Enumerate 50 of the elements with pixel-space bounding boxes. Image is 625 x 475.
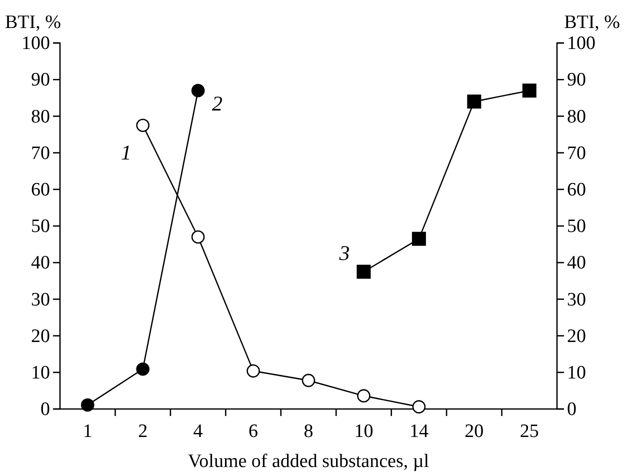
point <box>80 398 94 412</box>
y2-axis-title: BTI, % <box>564 12 620 33</box>
x-axis-title: Volume of added substances, µl <box>188 451 430 472</box>
point <box>357 389 370 402</box>
point <box>412 400 426 414</box>
y2-tick-label: 30 <box>567 289 586 310</box>
y2-tick-label: 60 <box>567 179 586 200</box>
x-tick-label: 6 <box>248 421 258 442</box>
y2-tick-label: 90 <box>567 70 586 91</box>
x-tick-label: 4 <box>193 421 204 442</box>
y2-tick-label: 70 <box>567 142 586 164</box>
x-tick-label: 1 <box>82 421 92 442</box>
x-tick-label: 14 <box>409 421 429 442</box>
y-tick-label: 30 <box>31 289 50 310</box>
y-tick-label: 90 <box>31 70 50 91</box>
x-tick-label: 20 <box>464 421 484 442</box>
y-tick-label: 70 <box>31 142 50 164</box>
point <box>191 230 205 244</box>
point <box>136 118 150 132</box>
series-label: 2 <box>212 92 224 116</box>
y-tick-label: 80 <box>31 106 50 128</box>
y-tick-label: 20 <box>31 326 50 347</box>
x-tick-label: 2 <box>138 421 148 442</box>
y2-tick-label: 0 <box>567 399 576 420</box>
y-tick-label: 40 <box>31 252 50 274</box>
series-label: 1 <box>120 140 132 164</box>
y-tick-label: 10 <box>31 362 50 384</box>
point <box>412 232 426 246</box>
y-tick-label: 0 <box>40 399 50 420</box>
y2-tick-label: 40 <box>567 252 586 274</box>
y2-tick-label: 10 <box>567 362 586 384</box>
x-tick-label: 25 <box>520 421 539 442</box>
y-tick-label: 50 <box>31 216 50 238</box>
y-axis-title: BTI, % <box>5 12 62 33</box>
x-tick-label: 8 <box>304 421 314 442</box>
point <box>191 84 205 98</box>
series-label: 3 <box>338 240 350 265</box>
point <box>302 374 316 388</box>
point <box>356 264 371 279</box>
y2-tick-label: 80 <box>567 106 586 128</box>
y-tick-label: 100 <box>22 33 50 54</box>
point <box>136 362 150 376</box>
x-tick-label: 10 <box>354 421 374 442</box>
y2-tick-label: 50 <box>567 216 586 238</box>
point <box>522 84 536 98</box>
y-tick-label: 60 <box>31 179 50 200</box>
y2-tick-label: 20 <box>567 326 586 347</box>
point <box>467 94 482 109</box>
point <box>246 364 260 378</box>
y2-tick-label: 100 <box>567 33 596 54</box>
